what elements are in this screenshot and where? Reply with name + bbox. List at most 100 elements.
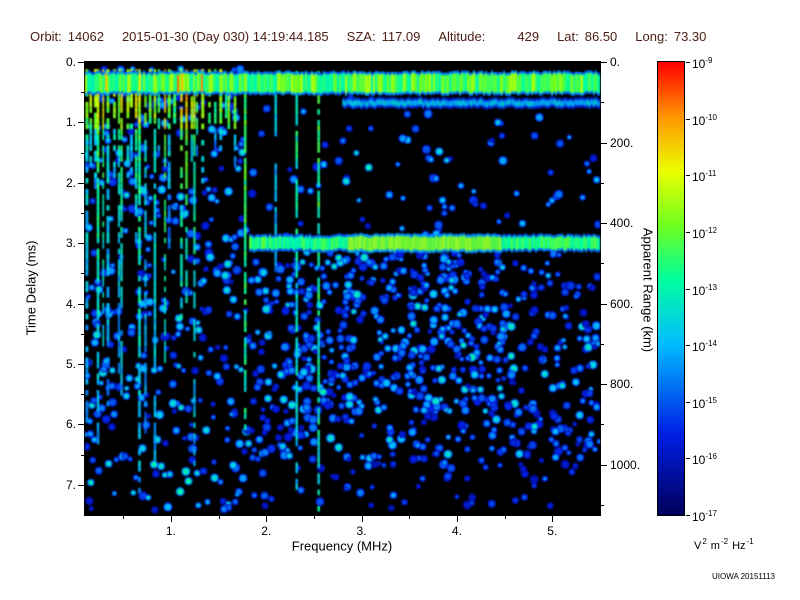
colorbar-exponent: -16 bbox=[705, 452, 717, 462]
y-axis-tick bbox=[78, 122, 84, 124]
y-axis-tick bbox=[78, 484, 84, 486]
y-axis-tick-label: 1. bbox=[65, 115, 76, 130]
x-axis-minor-tick bbox=[313, 516, 315, 519]
colorbar-tick-label: 10-13 bbox=[692, 282, 717, 298]
y-axis-tick-label: 5. bbox=[65, 357, 76, 371]
y2-axis-tick bbox=[601, 384, 607, 386]
colorbar-tick bbox=[686, 175, 690, 177]
colorbar-exponent: -15 bbox=[705, 395, 717, 405]
x-axis-tick-label: 3. bbox=[356, 524, 367, 538]
colorbar-tick bbox=[686, 401, 690, 403]
longitude-value: 73.30 bbox=[673, 29, 707, 44]
colorbar-units-label: V2 m-2 Hz-1 bbox=[694, 537, 758, 552]
y2-axis-tick-label: 0. bbox=[610, 55, 621, 69]
x-axis-tick bbox=[361, 516, 363, 522]
colorbar-tick-label: 10-16 bbox=[692, 452, 717, 468]
x-axis-tick bbox=[552, 516, 554, 522]
orbit-field: Orbit: 14062 bbox=[30, 29, 104, 44]
y-axis-title-right: Apparent Range (km) bbox=[640, 227, 656, 353]
y-axis-tick-label: 3. bbox=[65, 236, 76, 251]
sza-value: 117.09 bbox=[381, 29, 421, 44]
latitude-label: Lat: bbox=[557, 29, 579, 44]
x-axis-tick-label: 5. bbox=[547, 524, 558, 538]
colorbar-tick bbox=[686, 288, 690, 290]
y2-axis-minor-tick bbox=[601, 102, 604, 104]
y-axis-tick-label: 0. bbox=[65, 55, 76, 69]
colorbar-tick-label: 10-17 bbox=[692, 509, 717, 524]
y-axis-minor-tick bbox=[81, 213, 84, 214]
colorbar-tick bbox=[686, 118, 690, 120]
y-axis-tick bbox=[78, 182, 84, 184]
orbit-value: 14062 bbox=[67, 29, 104, 44]
y-axis-tick bbox=[78, 303, 84, 305]
x-axis-title: Frequency (MHz) bbox=[291, 538, 393, 554]
y2-axis-tick-label: 200. bbox=[610, 135, 634, 150]
y2-axis-tick bbox=[601, 223, 607, 225]
colorbar-tick bbox=[686, 458, 690, 460]
y-axis-tick-label: 4. bbox=[65, 296, 76, 311]
colorbar-exponent: -9 bbox=[705, 56, 713, 65]
y-axis-minor-tick bbox=[81, 273, 84, 275]
colorbar-tick-label: 10-10 bbox=[692, 112, 717, 128]
colorbar bbox=[657, 61, 685, 516]
y2-axis-minor-tick bbox=[601, 263, 604, 265]
latitude-field: Lat: 86.50 bbox=[557, 29, 617, 44]
colorbar-tick bbox=[686, 515, 690, 516]
y2-axis-minor-tick bbox=[601, 424, 604, 426]
y-axis-title-left: Time Delay (ms) bbox=[23, 240, 39, 336]
colorbar-exponent: -17 bbox=[705, 509, 717, 518]
x-axis-tick bbox=[266, 516, 268, 522]
colorbar-exponent: -10 bbox=[705, 112, 717, 122]
colorbar-tick bbox=[686, 62, 690, 63]
colorbar-tick-label: 10-14 bbox=[692, 339, 717, 355]
y2-axis-minor-tick bbox=[601, 504, 604, 506]
y2-axis-minor-tick bbox=[601, 343, 604, 345]
y-axis-minor-tick bbox=[81, 92, 84, 94]
x-axis-tick bbox=[170, 516, 172, 522]
y2-axis-tick-label: 1000. bbox=[610, 457, 641, 472]
y2-axis-tick-label: 600. bbox=[610, 296, 634, 311]
altitude-value: 429 bbox=[517, 29, 540, 44]
y2-axis-tick-label: 800. bbox=[610, 377, 634, 392]
y-axis-tick bbox=[78, 364, 84, 365]
colorbar-tick-label: 10-12 bbox=[692, 225, 717, 241]
x-axis-minor-tick bbox=[123, 516, 125, 519]
header-info: Orbit: 14062 2015-01-30 (Day 030) 14:19:… bbox=[30, 29, 706, 44]
x-axis-minor-tick bbox=[409, 516, 411, 519]
altitude-label: Altitude: bbox=[438, 29, 486, 44]
y-axis-tick-label: 7. bbox=[65, 477, 76, 492]
units-hz-exp: -1 bbox=[746, 537, 754, 546]
y-axis-minor-tick bbox=[81, 333, 84, 335]
sza-field: SZA: 117.09 bbox=[347, 29, 421, 44]
y2-axis-tick bbox=[601, 303, 607, 305]
y-axis-tick-label: 6. bbox=[65, 417, 76, 432]
colorbar-tick bbox=[686, 231, 690, 233]
y-axis-tick-label: 2. bbox=[65, 175, 76, 190]
y-axis-minor-tick bbox=[81, 394, 84, 396]
spectrogram-plot bbox=[84, 61, 601, 516]
units-m-exp: -2 bbox=[720, 537, 729, 546]
colorbar-exponent: -12 bbox=[705, 225, 717, 235]
colorbar-exponent: -13 bbox=[705, 282, 717, 292]
units-v: V bbox=[694, 539, 702, 552]
y2-axis-tick bbox=[601, 62, 607, 63]
y-axis-tick bbox=[78, 424, 84, 426]
colorbar-canvas bbox=[658, 62, 684, 515]
colorbar-tick-label: 10-15 bbox=[692, 395, 717, 411]
units-hz: Hz bbox=[732, 539, 746, 552]
units-v-exp: 2 bbox=[702, 537, 707, 546]
latitude-value: 86.50 bbox=[584, 29, 618, 44]
y2-axis-tick bbox=[601, 142, 607, 144]
colorbar-tick-label: 10-11 bbox=[692, 169, 717, 185]
x-axis-tick-label: 2. bbox=[261, 524, 272, 538]
sza-label: SZA: bbox=[346, 29, 376, 44]
x-axis-tick bbox=[456, 516, 458, 522]
x-axis-minor-tick bbox=[218, 516, 220, 519]
y2-axis-tick-label: 400. bbox=[610, 216, 634, 231]
x-axis-tick-label: 1. bbox=[165, 524, 176, 538]
x-axis-minor-tick bbox=[504, 516, 506, 519]
credit-text: UIOWA 20151113 bbox=[712, 572, 775, 581]
longitude-field: Long: 73.30 bbox=[635, 29, 706, 44]
colorbar-tick bbox=[686, 345, 690, 347]
